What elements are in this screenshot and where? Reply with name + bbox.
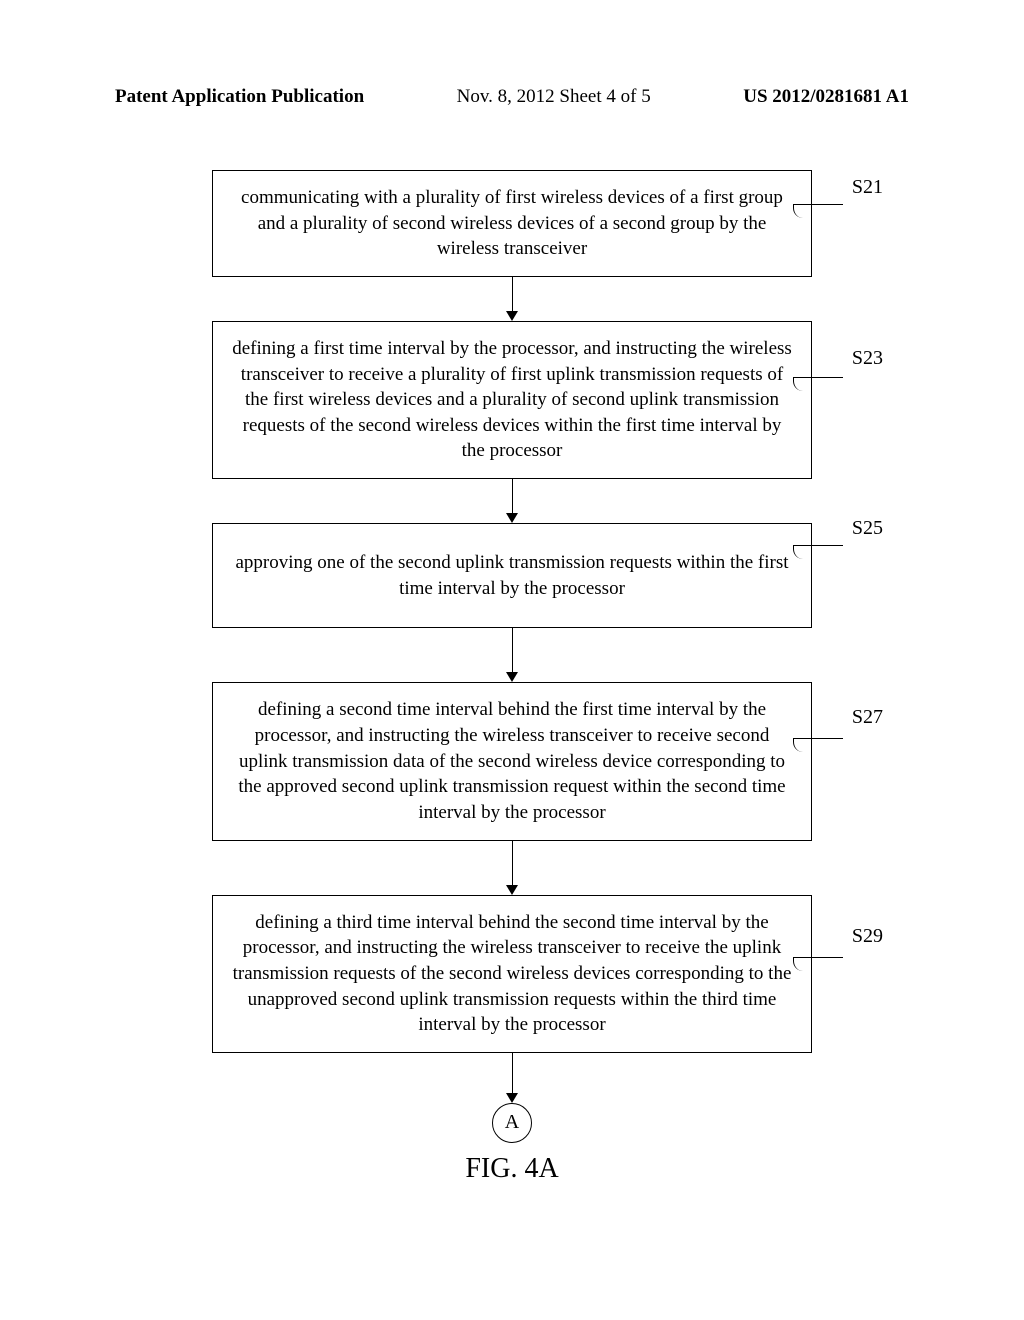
step-s23-wrap: defining a first time interval by the pr… [145,321,879,479]
connector-1 [506,277,518,321]
line-icon [512,479,513,513]
line-icon [512,841,513,885]
step-s29-leader [793,957,843,971]
arrow-down-icon [506,1093,518,1103]
step-s25-wrap: approving one of the second uplink trans… [145,523,879,628]
header-right: US 2012/0281681 A1 [743,86,909,108]
step-s27-label: S27 [852,706,883,729]
line-icon [512,628,513,672]
step-s25-box: approving one of the second uplink trans… [212,523,812,628]
page: Patent Application Publication Nov. 8, 2… [0,0,1024,1320]
step-s27-leader [793,738,843,752]
connector-4 [506,841,518,895]
header-left: Patent Application Publication [115,86,364,108]
step-s27-box: defining a second time interval behind t… [212,682,812,840]
header-center: Nov. 8, 2012 Sheet 4 of 5 [457,86,651,108]
connector-3 [506,628,518,682]
step-s23-box: defining a first time interval by the pr… [212,321,812,479]
step-s21-box: communicating with a plurality of first … [212,170,812,277]
step-s29-label: S29 [852,925,883,948]
terminal-label: A [505,1111,519,1134]
figure-label: FIG. 4A [465,1153,558,1185]
page-header: Patent Application Publication Nov. 8, 2… [115,86,909,108]
flowchart: communicating with a plurality of first … [145,170,879,1185]
line-icon [512,277,513,311]
arrow-down-icon [506,672,518,682]
connector-2 [506,479,518,523]
step-s23-leader [793,377,843,391]
arrow-down-icon [506,513,518,523]
step-s25-label: S25 [852,517,883,540]
terminal-node: A [492,1103,532,1143]
step-s21-leader [793,204,843,218]
line-icon [512,1053,513,1093]
step-s23-label: S23 [852,347,883,370]
connector-5 [506,1053,518,1103]
step-s27-wrap: defining a second time interval behind t… [145,682,879,840]
step-s25-leader [793,545,843,559]
step-s29-box: defining a third time interval behind th… [212,895,812,1053]
step-s29-wrap: defining a third time interval behind th… [145,895,879,1053]
step-s21-wrap: communicating with a plurality of first … [145,170,879,277]
step-s21-label: S21 [852,176,883,199]
arrow-down-icon [506,885,518,895]
arrow-down-icon [506,311,518,321]
